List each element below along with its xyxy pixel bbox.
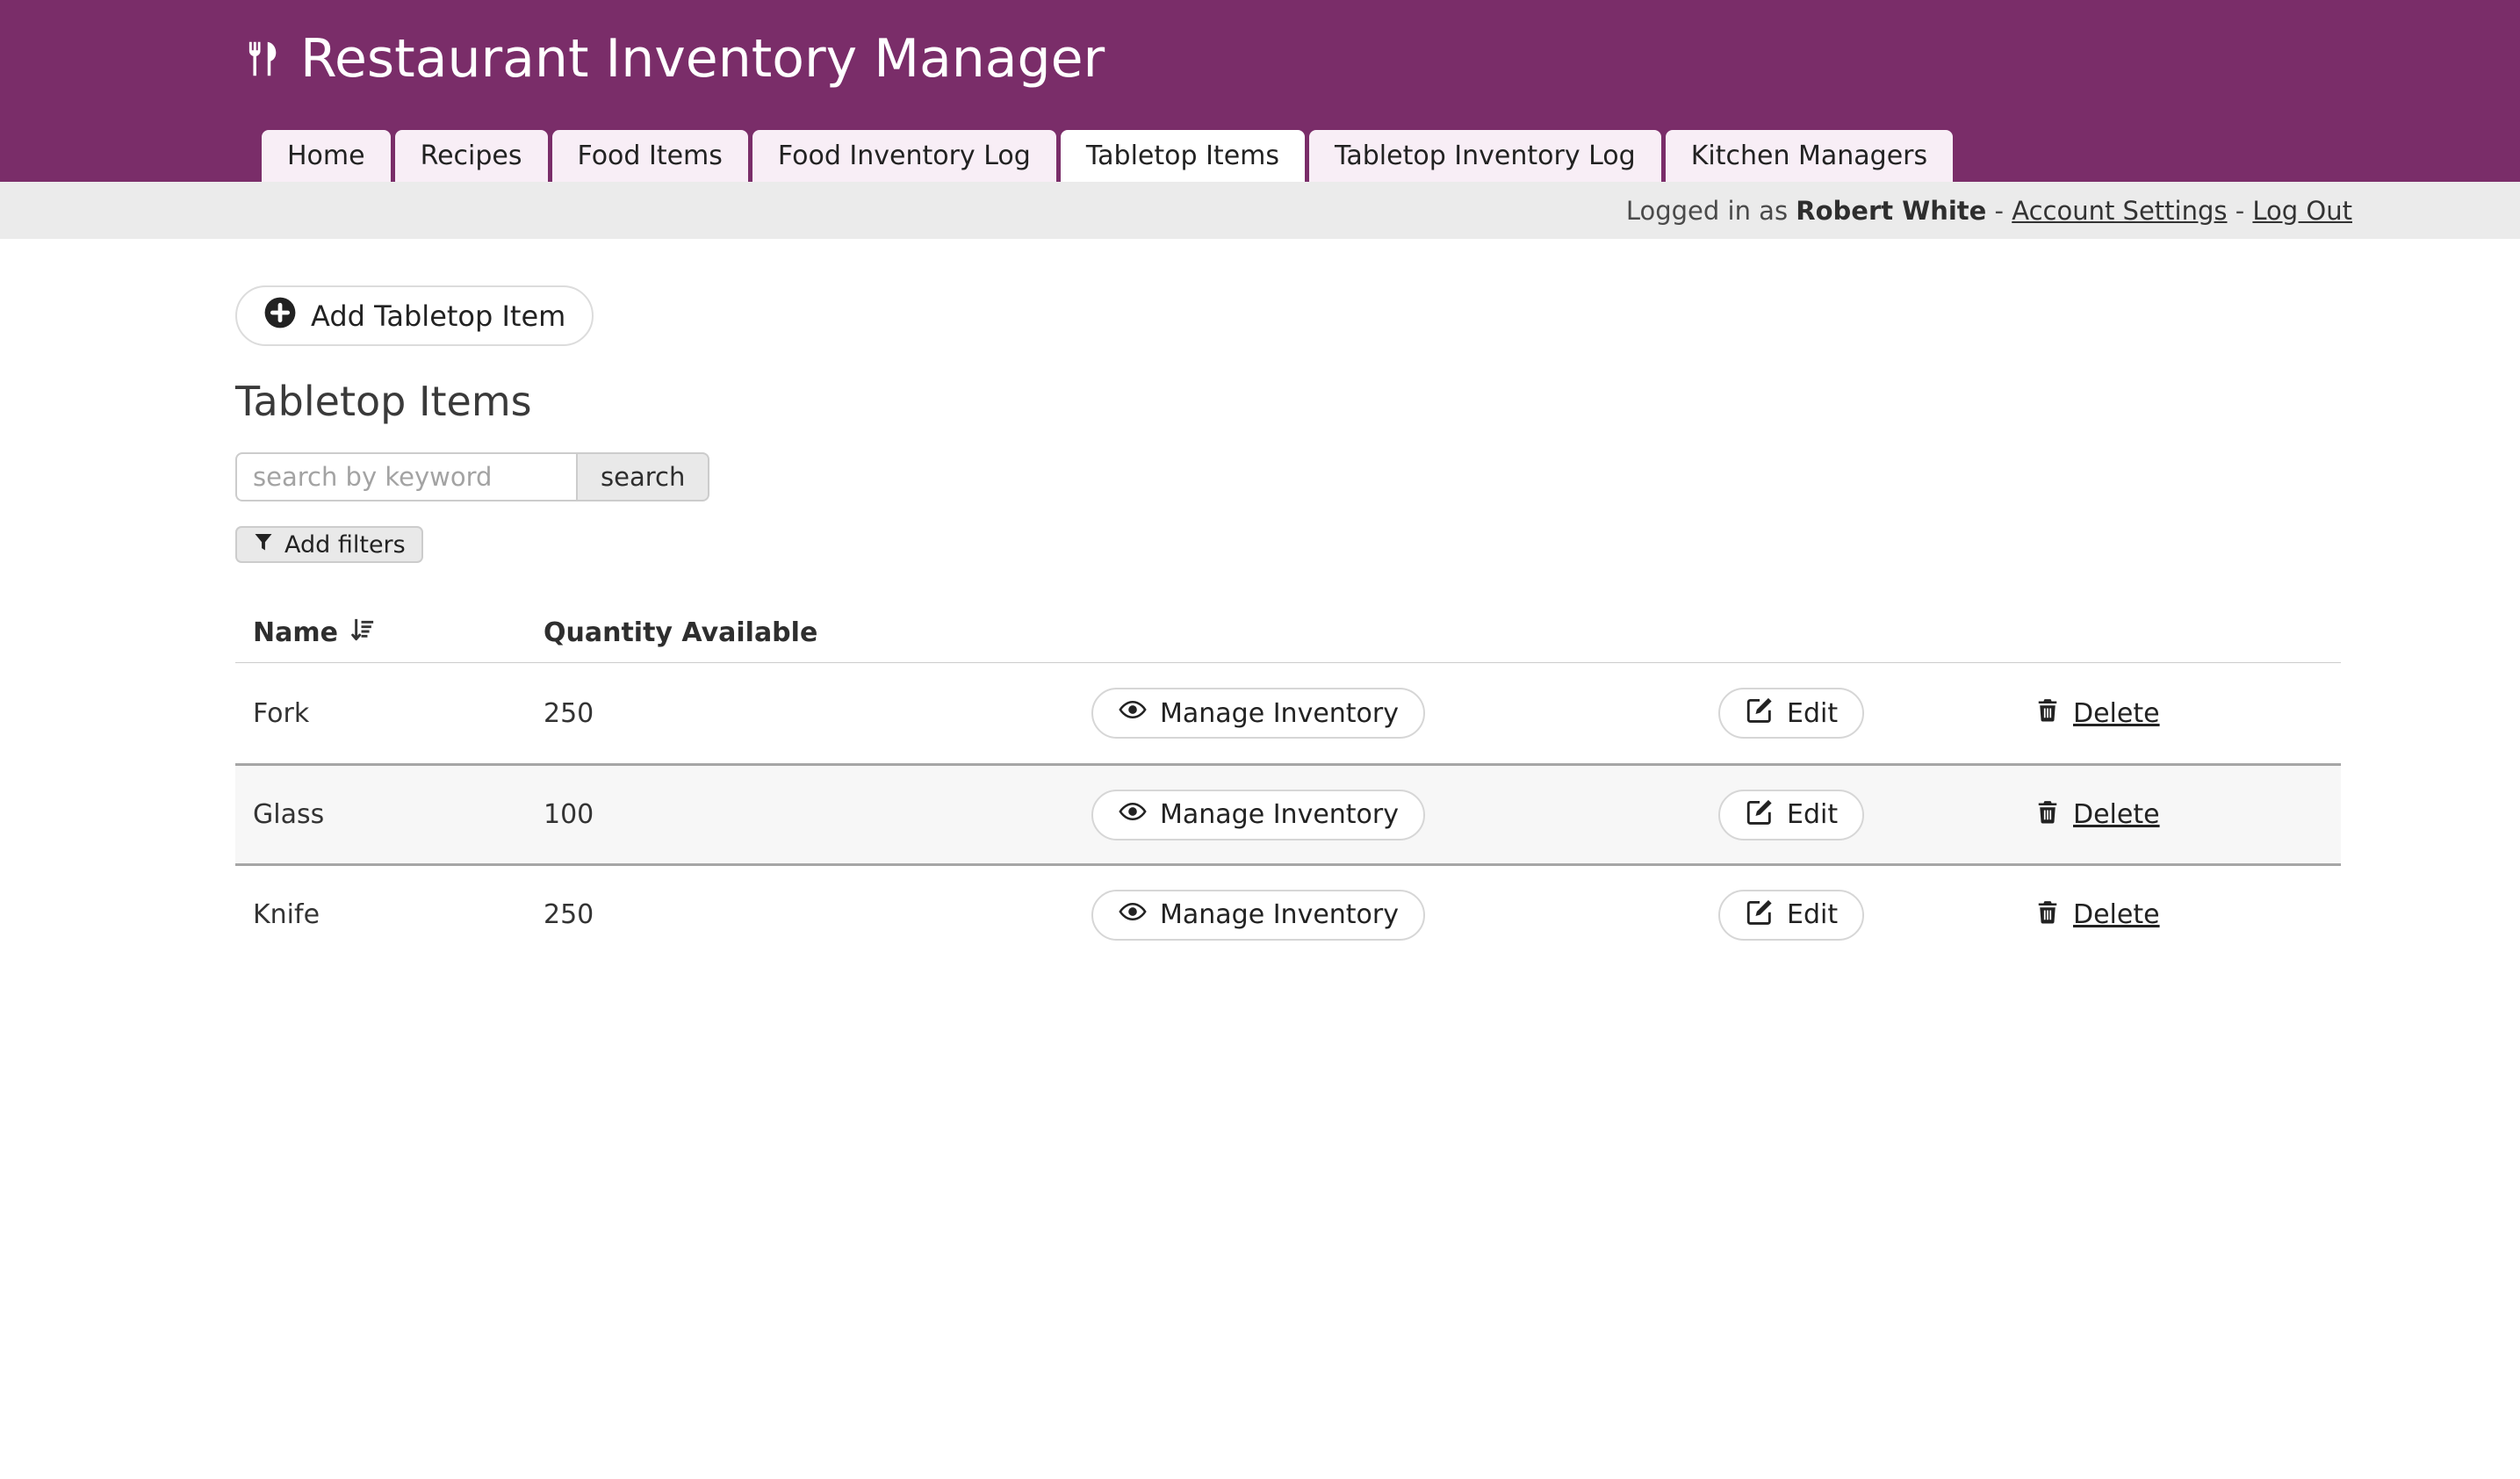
- main-nav: Home Recipes Food Items Food Inventory Log T…: [262, 130, 1954, 182]
- nav-tab-home[interactable]: Home: [262, 130, 391, 182]
- log-out-link[interactable]: Log Out: [2252, 195, 2352, 226]
- add-tabletop-item-button[interactable]: Add Tabletop Item: [235, 285, 594, 346]
- edit-label: Edit: [1787, 799, 1839, 831]
- table-row: Knife 250 Manage Inventory: [235, 863, 2341, 963]
- item-name-cell: Fork: [253, 697, 310, 729]
- nav-tab-label: Home: [287, 141, 365, 171]
- edit-button[interactable]: Edit: [1718, 688, 1865, 740]
- column-header-name[interactable]: Name: [235, 616, 544, 651]
- nav-tab-label: Tabletop Inventory Log: [1335, 141, 1636, 171]
- brand: Restaurant Inventory Manager: [0, 0, 2520, 88]
- pencil-square-icon: [1745, 897, 1775, 934]
- eye-icon: [1118, 897, 1148, 934]
- nav-tab-kitchen-managers[interactable]: Kitchen Managers: [1665, 130, 1954, 182]
- delete-control[interactable]: Delete: [2034, 696, 2160, 731]
- delete-control[interactable]: Delete: [2034, 797, 2160, 833]
- edit-label: Edit: [1787, 899, 1839, 931]
- table-row: Glass 100 Manage Inventory: [235, 763, 2341, 864]
- add-filters-button[interactable]: Add filters: [235, 526, 423, 564]
- user-name: Robert White: [1796, 195, 1987, 226]
- add-filters-label: Add filters: [284, 530, 406, 559]
- nav-tab-recipes[interactable]: Recipes: [394, 130, 548, 182]
- sort-amount-icon: [349, 616, 377, 651]
- nav-tab-label: Recipes: [420, 141, 522, 171]
- items-table: Name Quantity Available Fork 250: [235, 603, 2341, 963]
- item-quantity-cell: 100: [544, 799, 594, 831]
- table-header: Name Quantity Available: [235, 603, 2341, 664]
- edit-button[interactable]: Edit: [1718, 789, 1865, 841]
- nav-tab-food-items[interactable]: Food Items: [551, 130, 748, 182]
- pencil-square-icon: [1745, 695, 1775, 732]
- nav-tab-tabletop-inventory-log[interactable]: Tabletop Inventory Log: [1309, 130, 1661, 182]
- trash-icon: [2034, 696, 2061, 731]
- logged-in-text: Logged in as: [1625, 195, 1796, 226]
- nav-tab-label: Food Inventory Log: [777, 141, 1031, 171]
- item-quantity-cell: 250: [544, 697, 594, 729]
- nav-tab-food-inventory-log[interactable]: Food Inventory Log: [752, 130, 1056, 182]
- item-quantity-cell: 250: [544, 899, 594, 931]
- manage-inventory-label: Manage Inventory: [1160, 799, 1399, 831]
- delete-control[interactable]: Delete: [2034, 898, 2160, 933]
- manage-inventory-label: Manage Inventory: [1160, 697, 1399, 729]
- manage-inventory-button[interactable]: Manage Inventory: [1091, 789, 1425, 841]
- manage-inventory-label: Manage Inventory: [1160, 899, 1399, 931]
- nav-tab-label: Kitchen Managers: [1690, 141, 1928, 171]
- item-name-cell: Knife: [253, 899, 320, 931]
- separator-dash: -: [1986, 195, 2012, 226]
- app-title: Restaurant Inventory Manager: [300, 28, 1105, 90]
- filter-funnel-icon: [253, 531, 274, 559]
- table-row: Fork 250 Manage Inventory: [235, 663, 2341, 763]
- search-row: search: [235, 452, 2520, 502]
- column-header-quantity: Quantity Available: [544, 617, 818, 649]
- edit-label: Edit: [1787, 697, 1839, 729]
- pencil-square-icon: [1745, 797, 1775, 833]
- nav-tab-label: Tabletop Items: [1085, 141, 1280, 171]
- eye-icon: [1118, 695, 1148, 732]
- trash-icon: [2034, 797, 2061, 833]
- plus-circle-icon: [263, 296, 297, 336]
- delete-link[interactable]: Delete: [2073, 899, 2160, 931]
- table-body: Fork 250 Manage Inventory: [235, 663, 2341, 963]
- manage-inventory-button[interactable]: Manage Inventory: [1091, 688, 1425, 740]
- edit-button[interactable]: Edit: [1718, 889, 1865, 941]
- add-button-label: Add Tabletop Item: [311, 299, 566, 333]
- account-settings-link[interactable]: Account Settings: [2012, 195, 2228, 226]
- eye-icon: [1118, 797, 1148, 833]
- nav-tab-label: Food Items: [577, 141, 723, 171]
- search-input[interactable]: [235, 452, 576, 502]
- delete-link[interactable]: Delete: [2073, 697, 2160, 729]
- user-bar: Logged in as Robert White - Account Sett…: [0, 182, 2520, 239]
- item-name-cell: Glass: [253, 799, 325, 831]
- main-content: Add Tabletop Item Tabletop Items search …: [0, 239, 2520, 963]
- manage-inventory-button[interactable]: Manage Inventory: [1091, 889, 1425, 941]
- utensils-icon: [244, 32, 283, 85]
- trash-icon: [2034, 898, 2061, 933]
- delete-link[interactable]: Delete: [2073, 799, 2160, 831]
- page-title: Tabletop Items: [235, 378, 532, 425]
- search-button[interactable]: search: [576, 452, 710, 502]
- app-header: Restaurant Inventory Manager Home Recipes…: [0, 0, 2520, 182]
- separator-dash: -: [2227, 195, 2253, 226]
- nav-tab-tabletop-items[interactable]: Tabletop Items: [1060, 130, 1306, 182]
- column-name-label: Name: [253, 617, 338, 649]
